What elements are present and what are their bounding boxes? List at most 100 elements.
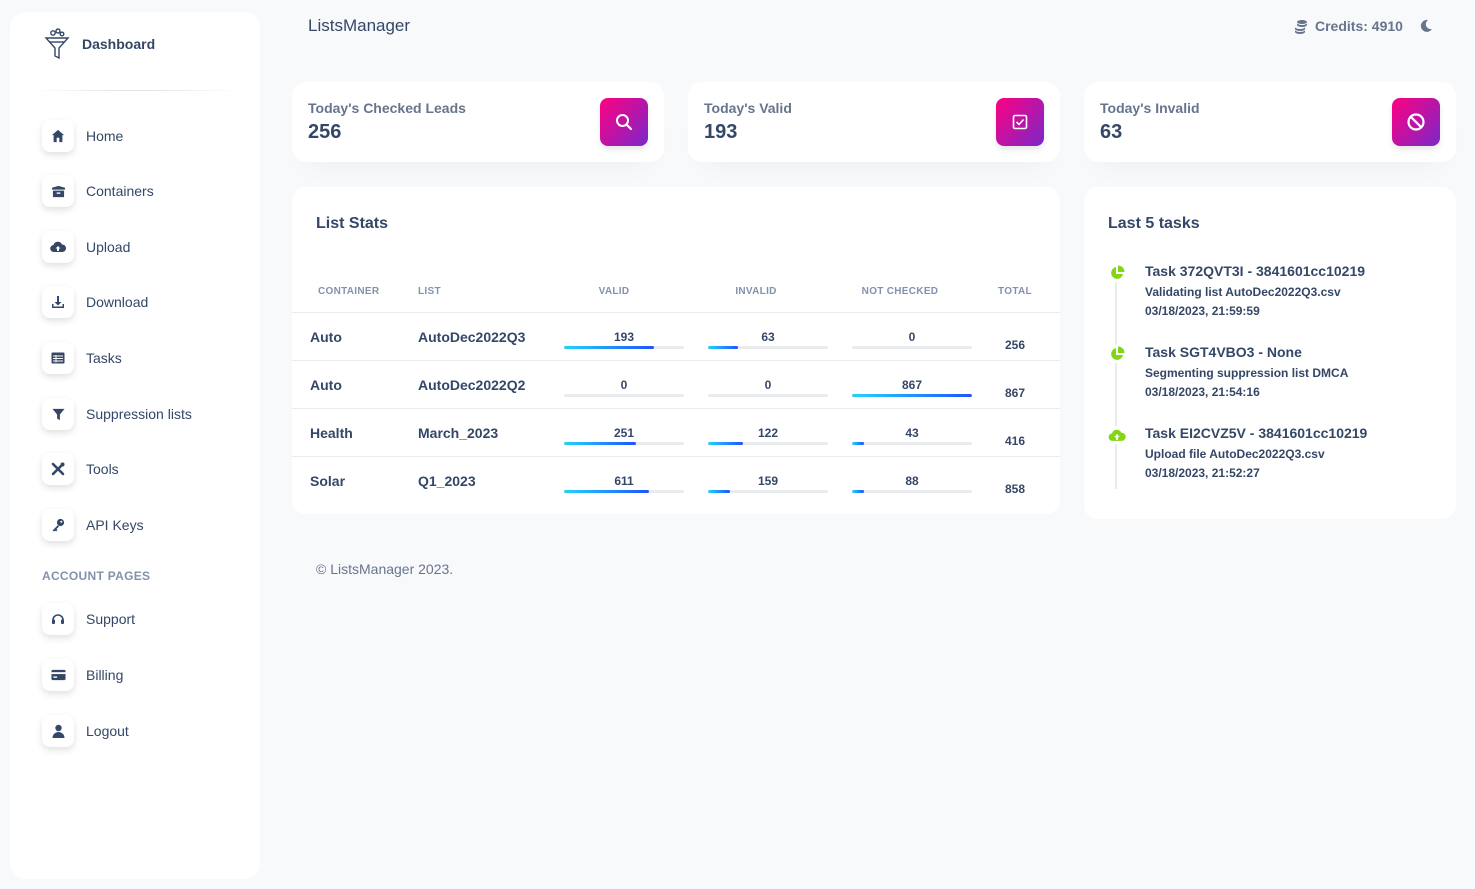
task-time: 03/18/2023, 21:54:16: [1145, 385, 1260, 399]
table-row[interactable]: Solar Q1_2023 611 159 88 858: [292, 456, 1060, 505]
column-separator: [974, 457, 976, 505]
cell-valid-value: 193: [613, 330, 635, 344]
column-separator: [540, 409, 542, 457]
credit-card-icon: [42, 659, 74, 691]
stat-label: Today's Checked Leads: [308, 100, 466, 116]
valid-progress-bar: [564, 490, 684, 493]
list-stats-card: List Stats CONTAINER LIST VALID INVALID …: [292, 187, 1060, 514]
sidebar-item-api-keys[interactable]: API Keys: [42, 508, 144, 542]
sidebar-item-label: Suppression lists: [86, 406, 192, 422]
page-title: ListsManager: [308, 16, 411, 35]
sidebar-item-label: Tools: [86, 461, 119, 477]
column-separator: [684, 313, 686, 361]
task-title: Task EI2CVZ5V - 3841601cc10219: [1145, 425, 1368, 441]
sidebar-item-label: Logout: [86, 723, 129, 739]
sidebar-item-tools[interactable]: Tools: [42, 452, 119, 486]
cloud-upload-icon: [1108, 426, 1126, 444]
column-separator: [408, 361, 410, 409]
not-checked-progress-fill: [852, 442, 865, 445]
filter-icon: [42, 398, 74, 430]
sidebar-item-containers[interactable]: Containers: [42, 174, 154, 208]
cell-list: AutoDec2022Q3: [418, 329, 526, 345]
home-icon: [42, 120, 74, 152]
column-separator: [540, 457, 542, 505]
column-separator: [974, 409, 976, 457]
stat-value: 63: [1100, 121, 1123, 143]
sidebar-item-logout[interactable]: Logout: [42, 714, 129, 748]
cell-container: Auto: [310, 377, 342, 393]
cell-total: 416: [1004, 434, 1026, 448]
cell-valid-value: 251: [613, 426, 635, 440]
cell-invalid-value: 0: [764, 378, 772, 392]
sidebar-item-label: Download: [86, 294, 149, 310]
cell-invalid-value: 122: [757, 426, 779, 440]
table-row[interactable]: Auto AutoDec2022Q3 193 63 0 256: [292, 312, 1060, 361]
credits-indicator: Credits: 4910: [1294, 18, 1403, 34]
timeline-line: [1115, 277, 1117, 489]
sidebar-item-billing[interactable]: Billing: [42, 658, 123, 692]
not-checked-progress-bar: [852, 346, 972, 349]
invalid-progress-bar: [708, 490, 828, 493]
table-icon: [42, 342, 74, 374]
dark-mode-toggle[interactable]: [1419, 19, 1433, 38]
valid-progress-fill: [564, 346, 655, 349]
stat-value: 193: [704, 121, 738, 143]
column-separator: [828, 457, 830, 505]
valid-progress-bar: [564, 346, 684, 349]
column-separator: [408, 409, 410, 457]
invalid-progress-fill: [708, 490, 731, 493]
not-checked-progress-bar: [852, 442, 972, 445]
user-icon: [42, 715, 74, 747]
key-icon: [42, 509, 74, 541]
task-time: 03/18/2023, 21:59:59: [1145, 304, 1260, 318]
cell-valid-value: 0: [620, 378, 628, 392]
sidebar-item-home[interactable]: Home: [42, 119, 123, 153]
stat-card-valid: Today's Valid 193: [688, 82, 1060, 162]
cell-not-checked-value: 867: [901, 378, 923, 392]
box-icon: [42, 175, 74, 207]
sidebar-item-upload[interactable]: Upload: [42, 230, 130, 264]
column-separator: [974, 313, 976, 361]
divider: [32, 90, 240, 91]
column-separator: [684, 361, 686, 409]
sidebar-item-tasks[interactable]: Tasks: [42, 341, 122, 375]
valid-progress-fill: [564, 490, 650, 493]
sidebar-item-label: Billing: [86, 667, 124, 683]
table-row[interactable]: Health March_2023 251 122 43 416: [292, 408, 1060, 457]
invalid-progress-bar: [708, 442, 828, 445]
ban-icon: [1392, 98, 1440, 146]
column-separator: [684, 409, 686, 457]
task-title: Task 372QVT3I - 3841601cc10219: [1145, 263, 1366, 279]
invalid-progress-fill: [708, 442, 744, 445]
cell-list: March_2023: [418, 425, 499, 441]
account-section-title: ACCOUNT PAGES: [42, 569, 151, 583]
coins-icon: [1295, 19, 1307, 34]
valid-progress-bar: [564, 442, 684, 445]
table-row[interactable]: Auto AutoDec2022Q2 0 0 867 867: [292, 360, 1060, 409]
column-separator: [540, 313, 542, 361]
invalid-progress-bar: [708, 394, 828, 397]
not-checked-progress-bar: [852, 490, 972, 493]
cell-invalid-value: 63: [761, 330, 775, 344]
brand-name: Dashboard: [82, 36, 156, 52]
card-title: Last 5 tasks: [1108, 215, 1200, 232]
search-icon: [600, 98, 648, 146]
column-separator: [684, 457, 686, 505]
invalid-progress-bar: [708, 346, 828, 349]
sidebar-item-suppression-lists[interactable]: Suppression lists: [42, 397, 192, 431]
cell-list: Q1_2023: [418, 473, 476, 489]
stat-label: Today's Invalid: [1100, 100, 1200, 116]
column-separator: [540, 361, 542, 409]
column-header-container: CONTAINER: [318, 286, 380, 297]
credits-label: Credits: 4910: [1315, 18, 1403, 34]
column-separator: [828, 409, 830, 457]
column-separator: [828, 361, 830, 409]
pie-chart-icon: [1108, 264, 1126, 282]
column-separator: [408, 313, 410, 361]
sidebar-item-label: Upload: [86, 239, 131, 255]
sidebar-item-support[interactable]: Support: [42, 602, 135, 636]
column-header-not-checked: NOT CHECKED: [861, 286, 939, 297]
sidebar-item-download[interactable]: Download: [42, 285, 148, 319]
card-title: List Stats: [316, 215, 389, 232]
brand[interactable]: Dashboard: [42, 26, 155, 62]
